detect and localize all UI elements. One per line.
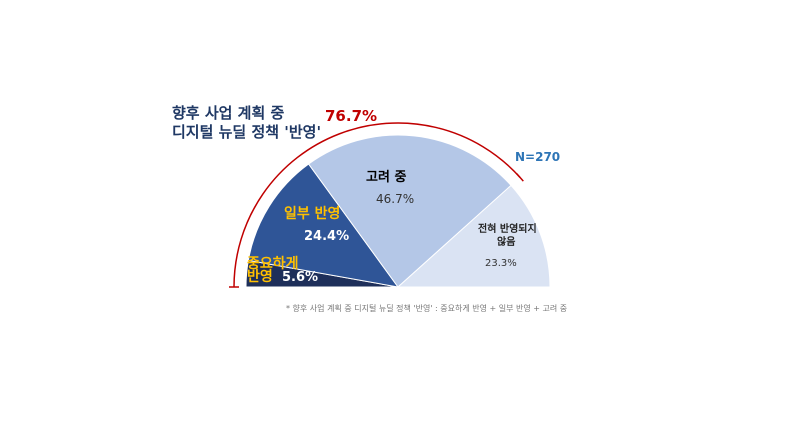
bracket-total-label: 76.7% bbox=[325, 107, 377, 125]
chart-slices bbox=[245, 134, 551, 288]
slice-value-considering: 46.7% bbox=[376, 192, 414, 206]
slice-label-important-line1: 중요하게 bbox=[247, 255, 299, 272]
slice-not-reflected bbox=[396, 184, 551, 288]
slice-label-important-line2: 반영 bbox=[247, 268, 273, 285]
bracket-arc bbox=[233, 122, 521, 288]
bracket-tick-end bbox=[516, 173, 524, 182]
slice-value-not-reflected: 23.3% bbox=[485, 258, 517, 269]
slice-partial bbox=[247, 163, 400, 288]
slice-label-considering: 고려 중 bbox=[366, 169, 406, 185]
sample-size-label: N=270 bbox=[515, 150, 560, 164]
slice-label-partial: 일부 반영 bbox=[284, 205, 340, 222]
slice-value-important: 5.6% bbox=[282, 270, 318, 285]
footnote: * 향후 사업 계획 중 디지털 뉴딜 정책 '반영' : 중요하게 반영 + … bbox=[286, 303, 567, 313]
slice-label-not-reflected-line1: 전혀 반영되지 bbox=[478, 222, 537, 235]
chart-title-line1: 향후 사업 계획 중 bbox=[172, 104, 284, 122]
slice-label-not-reflected-line2: 않음 bbox=[497, 235, 515, 248]
slice-considering bbox=[307, 134, 512, 288]
slice-value-partial: 24.4% bbox=[304, 229, 349, 244]
chart-title-line2: 디지털 뉴딜 정책 '반영' bbox=[172, 123, 321, 141]
